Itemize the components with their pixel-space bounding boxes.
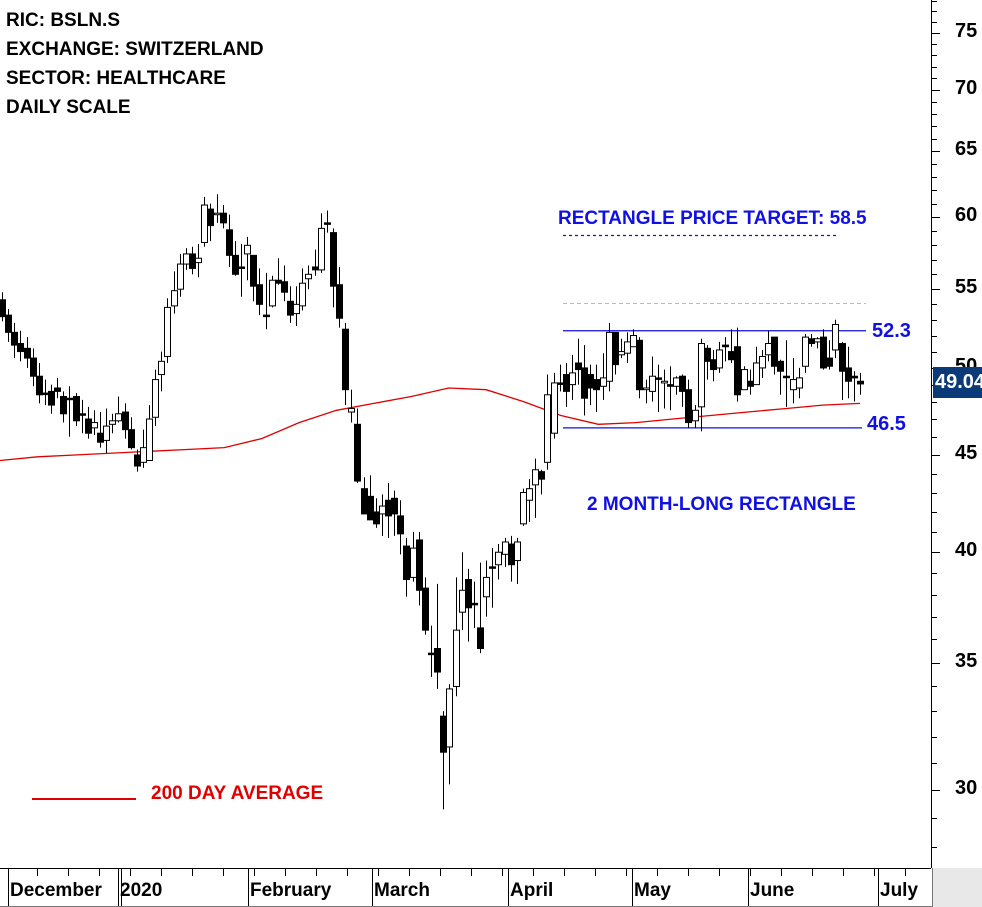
x-tick-label: May — [634, 880, 671, 901]
y-tick-label: 75 — [955, 20, 978, 42]
legend-ma-label: 200 DAY AVERAGE — [151, 783, 324, 804]
y-tick-label: 45 — [955, 441, 978, 464]
ric-label: RIC: BSLN.S — [6, 10, 120, 31]
candlestick-series — [0, 194, 864, 810]
last-price-badge: 49.04 — [933, 367, 982, 398]
y-tick-label: 35 — [955, 649, 978, 672]
x-tick-label: December — [10, 880, 102, 901]
y-tick-label: 60 — [955, 204, 978, 227]
y-tick-label: 55 — [955, 276, 978, 299]
exchange-label: EXCHANGE: SWITZERLAND — [6, 39, 264, 60]
y-tick-label: 30 — [955, 776, 978, 799]
x-tick-label: 2020 — [120, 880, 163, 901]
price-target-label: RECTANGLE PRICE TARGET: 58.5 — [558, 208, 867, 229]
x-tick-label: March — [374, 880, 430, 901]
x-tick-label: February — [250, 880, 332, 901]
y-tick-label: 70 — [955, 76, 978, 99]
x-tick-label: June — [750, 880, 795, 901]
y-tick-label: 40 — [955, 539, 978, 562]
axis-corner — [932, 868, 982, 907]
chart-info: RIC: BSLN.S EXCHANGE: SWITZERLAND SECTOR… — [6, 6, 264, 122]
scale-label: DAILY SCALE — [6, 97, 131, 118]
x-tick-label: July — [880, 880, 919, 901]
sector-label: SECTOR: HEALTHCARE — [6, 68, 226, 89]
pattern-label: 2 MONTH-LONG RECTANGLE — [587, 494, 856, 515]
moving-average-200-line — [0, 387, 861, 800]
x-tick-label: April — [510, 880, 554, 901]
rectangle-lower-value: 46.5 — [867, 413, 906, 435]
y-tick-label: 65 — [955, 138, 978, 161]
rectangle-upper-value: 52.3 — [872, 320, 911, 342]
rectangle-pattern-lines — [563, 234, 866, 429]
